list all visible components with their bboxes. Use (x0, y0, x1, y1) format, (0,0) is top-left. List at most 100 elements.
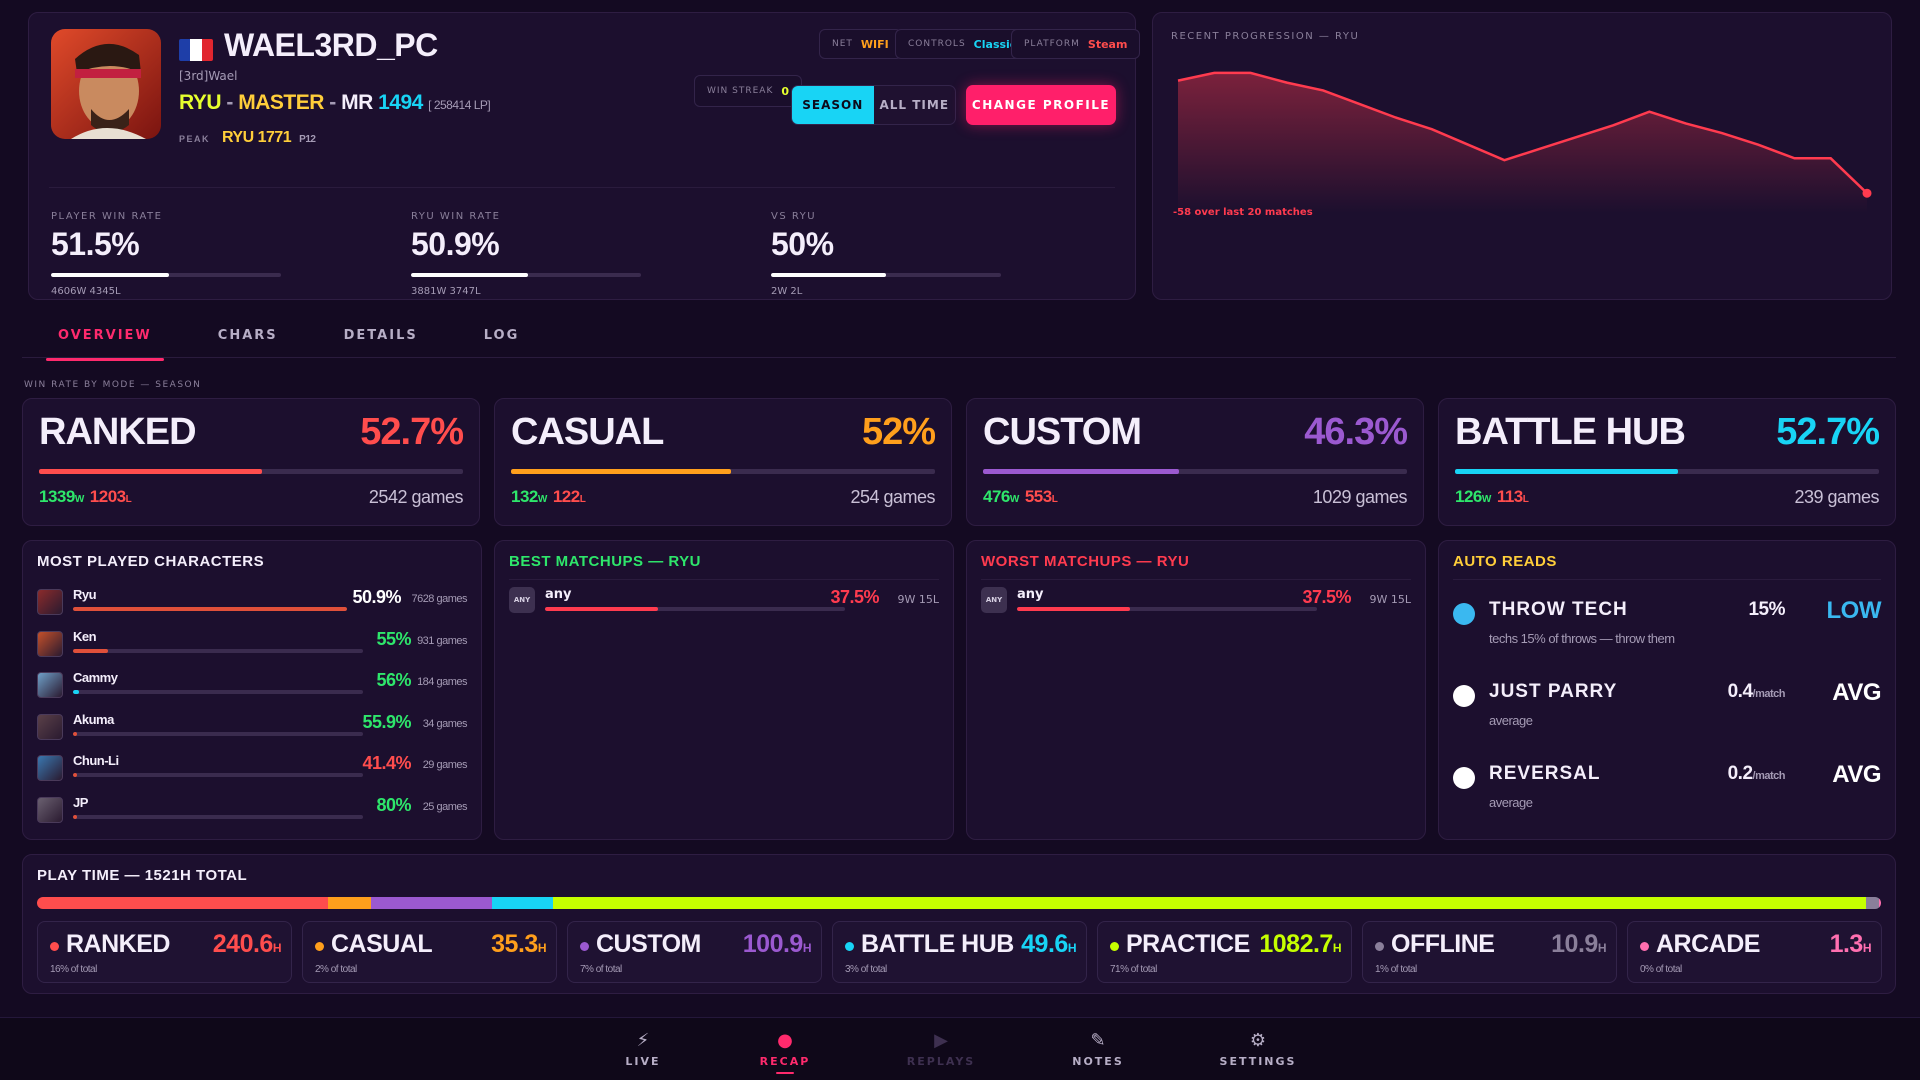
rank-character: RYU (179, 91, 222, 114)
mode-wins: 1339 (39, 487, 75, 506)
character-rate: 50.9% (352, 587, 401, 607)
read-description: techs 15% of throws — throw them (1489, 631, 1675, 646)
matchup-name: any (545, 587, 572, 602)
net-chip: NET WIFI (819, 29, 902, 59)
play-time-card-ranked: RANKED 240.6H 16% of total (37, 921, 292, 983)
character-avatar (51, 29, 161, 139)
play-time-segment (37, 897, 329, 909)
nav-settings[interactable]: ⚙ SETTINGS (1203, 1030, 1313, 1068)
any-badge-icon: ANY (509, 587, 535, 613)
play-time-percent: 16% of total (50, 964, 97, 975)
character-games: 184 games (417, 676, 467, 688)
play-time-hours: 1.3H (1830, 930, 1872, 959)
matchup-bar (1017, 607, 1317, 611)
mode-card-custom[interactable]: CUSTOM 46.3% 476W 553L 1029 games (966, 398, 1424, 526)
akuma-portrait-icon (37, 713, 63, 740)
matchup-row[interactable]: ANY any 37.5% 9W 15L (509, 587, 939, 621)
character-name: Akuma (73, 711, 114, 727)
play-time-card-arcade: ARCADE 1.3H 0% of total (1627, 921, 1882, 983)
character-row[interactable]: Ryu 50.9% 7628 games (37, 585, 467, 619)
tab-details[interactable]: DETAILS (343, 328, 418, 343)
character-games: 25 games (422, 800, 468, 813)
ryu-portrait-icon (51, 29, 161, 139)
mode-card-battle-hub[interactable]: BATTLE HUB 52.7% 126W 113L 239 games (1438, 398, 1896, 526)
mode-games: 1029 games (1312, 487, 1408, 507)
read-value: 15% (1748, 599, 1785, 621)
controls-chip: CONTROLS Classic (895, 29, 1030, 59)
progression-line (1177, 71, 1868, 195)
hours-suffix: H (272, 941, 282, 955)
play-time-segment (1879, 897, 1881, 909)
peak-value: RYU 1771 (221, 129, 292, 146)
hours-suffix: H (1067, 941, 1077, 955)
read-description: average (1489, 795, 1533, 810)
tab-divider (22, 357, 1896, 358)
tab-log[interactable]: LOG (483, 328, 520, 343)
mode-name: RANKED (39, 411, 197, 453)
change-profile-button[interactable]: CHANGE PROFILE (966, 85, 1116, 125)
play-time-mode: OFFLINE (1391, 930, 1495, 958)
best-matchups-panel: BEST MATCHUPS — RYU ANY any 37.5% 9W 15L (494, 540, 954, 840)
play-time-segment (553, 897, 1867, 909)
active-indicator (776, 1072, 794, 1074)
ken-portrait-icon (37, 630, 63, 657)
character-row[interactable]: Akuma 55.9% 34 games (37, 710, 468, 744)
character-row[interactable]: Ken 55% 931 games (37, 627, 467, 661)
mode-rate: 52.7% (1776, 411, 1880, 453)
play-time-percent: 3% of total (845, 964, 887, 975)
best-matchups-title: BEST MATCHUPS — RYU (509, 553, 702, 570)
rank-league: MASTER (238, 91, 324, 114)
matchup-row[interactable]: ANY any 37.5% 9W 15L (981, 587, 1411, 621)
wins-suffix: W (1009, 494, 1019, 505)
character-rate: 41.4% (362, 753, 411, 773)
tab-overview[interactable]: OVERVIEW (46, 320, 164, 361)
mode-dot-icon (1640, 942, 1649, 951)
nav-notes[interactable]: ✎ NOTES (1043, 1030, 1153, 1068)
status-dot-icon (1453, 685, 1475, 707)
play-time-card-casual: CASUAL 35.3H 2% of total (302, 921, 557, 983)
player-tag: [3rd]Wael (179, 69, 238, 83)
read-name: JUST PARRY (1489, 681, 1618, 702)
nav-live[interactable]: ⚡ LIVE (588, 1030, 698, 1068)
mr-value: 1494 (378, 91, 423, 114)
stat-value: 50% (771, 226, 834, 262)
mode-card-ranked[interactable]: RANKED 52.7% 1339W 1203L 2542 games (22, 398, 480, 526)
losses-suffix: L (1522, 494, 1529, 505)
mr-label: MR (341, 91, 373, 114)
tab-chars[interactable]: CHARS (217, 328, 278, 343)
mode-dot-icon (845, 942, 854, 951)
character-row[interactable]: Chun-Li 41.4% 29 games (37, 751, 468, 785)
hours-suffix: H (802, 941, 812, 955)
character-bar (73, 773, 363, 777)
matchup-record: 9W 15L (897, 593, 940, 606)
divider (981, 579, 1411, 580)
all-time-button[interactable]: ALL TIME (879, 98, 950, 112)
character-row[interactable]: Cammy 56% 184 games (37, 668, 467, 702)
matchup-bar (545, 607, 845, 611)
character-games: 29 games (422, 759, 468, 771)
nav-recap[interactable]: ● RECAP (730, 1030, 840, 1074)
mode-dot-icon (1375, 942, 1384, 951)
play-time-percent: 1% of total (1375, 964, 1417, 975)
play-time-mode: CUSTOM (596, 930, 701, 958)
play-time-title: PLAY TIME — 1521H TOTAL (37, 867, 248, 884)
losses-suffix: L (1051, 494, 1058, 505)
character-rate: 56% (376, 670, 411, 690)
mode-wins: 476 (983, 487, 1010, 506)
lp-value: [ 258414 LP] (428, 98, 491, 112)
hours-value: 240.6 (212, 930, 274, 958)
mode-card-casual[interactable]: CASUAL 52% 132W 122L 254 games (494, 398, 952, 526)
nav-replays[interactable]: ▶ REPLAYS (886, 1030, 996, 1068)
mode-games: 239 games (1794, 487, 1879, 507)
wins-suffix: W (74, 494, 84, 505)
status-dot-icon (1453, 767, 1475, 789)
nav-label: LIVE (625, 1055, 661, 1068)
season-button[interactable]: SEASON (792, 86, 874, 124)
progression-title: RECENT PROGRESSION — Ryu (1171, 31, 1360, 42)
character-row[interactable]: JP 80% 25 games (37, 793, 468, 827)
period-toggle: SEASON ALL TIME (791, 85, 956, 125)
worst-matchups-panel: WORST MATCHUPS — RYU ANY any 37.5% 9W 15… (966, 540, 1426, 840)
hours-suffix: H (1597, 941, 1607, 955)
nav-label: NOTES (1072, 1055, 1124, 1068)
auto-read-just-parry: JUST PARRY 0.4/match AVG average (1453, 675, 1881, 745)
